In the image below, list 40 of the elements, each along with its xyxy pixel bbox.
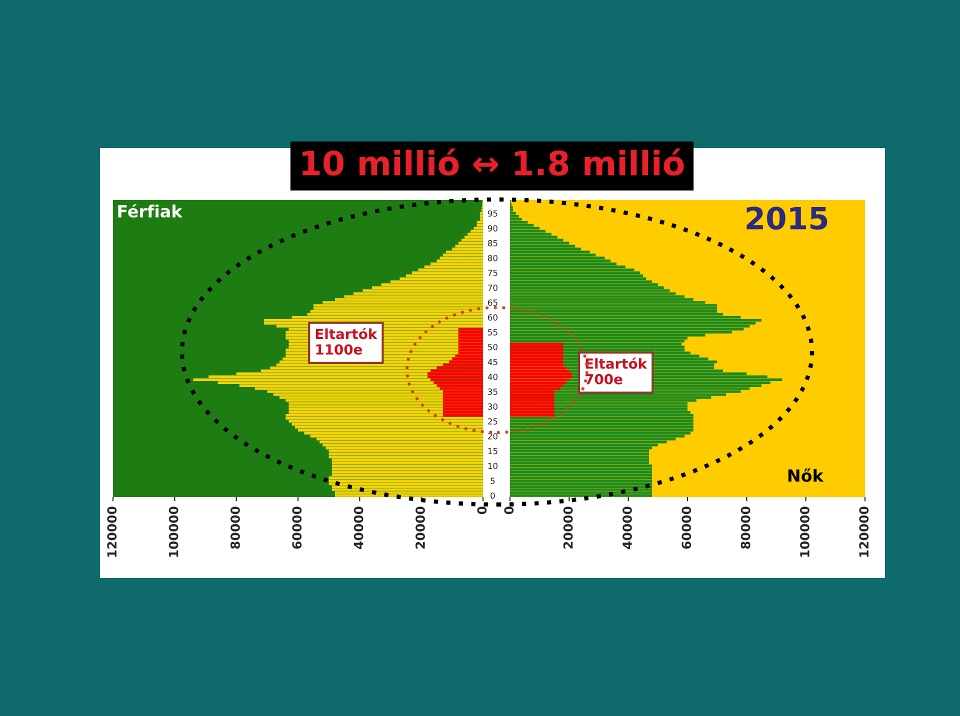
y-tick-label: 75 [488,270,498,276]
annotation: 2015 [746,206,828,230]
x-tick-label: 0 [477,506,487,514]
x-tick-label: 60000 [292,506,302,549]
y-tick-label: 70 [488,284,498,291]
annotation: Nők [788,468,824,482]
y-tick-label: 95 [488,210,498,217]
x-tick-label: 20000 [416,506,425,549]
y-tick-label: 10 [488,462,498,470]
annotation: Eltartók 700e [585,358,648,384]
x-tick-label: 20000 [563,506,573,549]
y-tick-label: 55 [488,329,498,336]
y-tick-label: 45 [488,358,498,366]
x-tick-label: 80000 [740,506,750,549]
x-tick-label: 40000 [354,506,364,549]
y-tick-label: 35 [488,388,498,395]
x-tick-label: 100000 [800,506,810,557]
y-tick-label: 15 [488,448,498,454]
y-tick-label: 80 [488,254,498,262]
x-tick-label: 40000 [622,506,632,549]
annotation: Férfiak [118,204,183,218]
y-tick-label: 30 [488,403,498,410]
y-tick-label: 40 [488,374,498,380]
x-tick-label: 120000 [859,506,869,557]
x-tick-label: 0 [504,506,514,514]
x-tick-label: 80000 [230,506,240,549]
x-tick-label: 60000 [682,506,692,549]
annotation: Eltartók 1100e [316,328,378,355]
y-tick-label: 25 [488,418,498,425]
y-tick-label: 50 [488,344,498,350]
y-tick-label: 60 [488,314,498,321]
y-tick-label: 90 [488,225,498,232]
x-tick-label: 120000 [107,506,117,557]
y-tick-label: 20 [488,433,498,440]
y-tick-label: 5 [490,478,495,484]
y-tick-label: 65 [488,299,498,306]
y-tick-label: 0 [490,492,495,499]
x-tick-label: 100000 [168,506,178,557]
y-tick-label: 85 [488,240,498,246]
chart-title: 10 millió ↔ 1.8 millió [302,148,684,176]
